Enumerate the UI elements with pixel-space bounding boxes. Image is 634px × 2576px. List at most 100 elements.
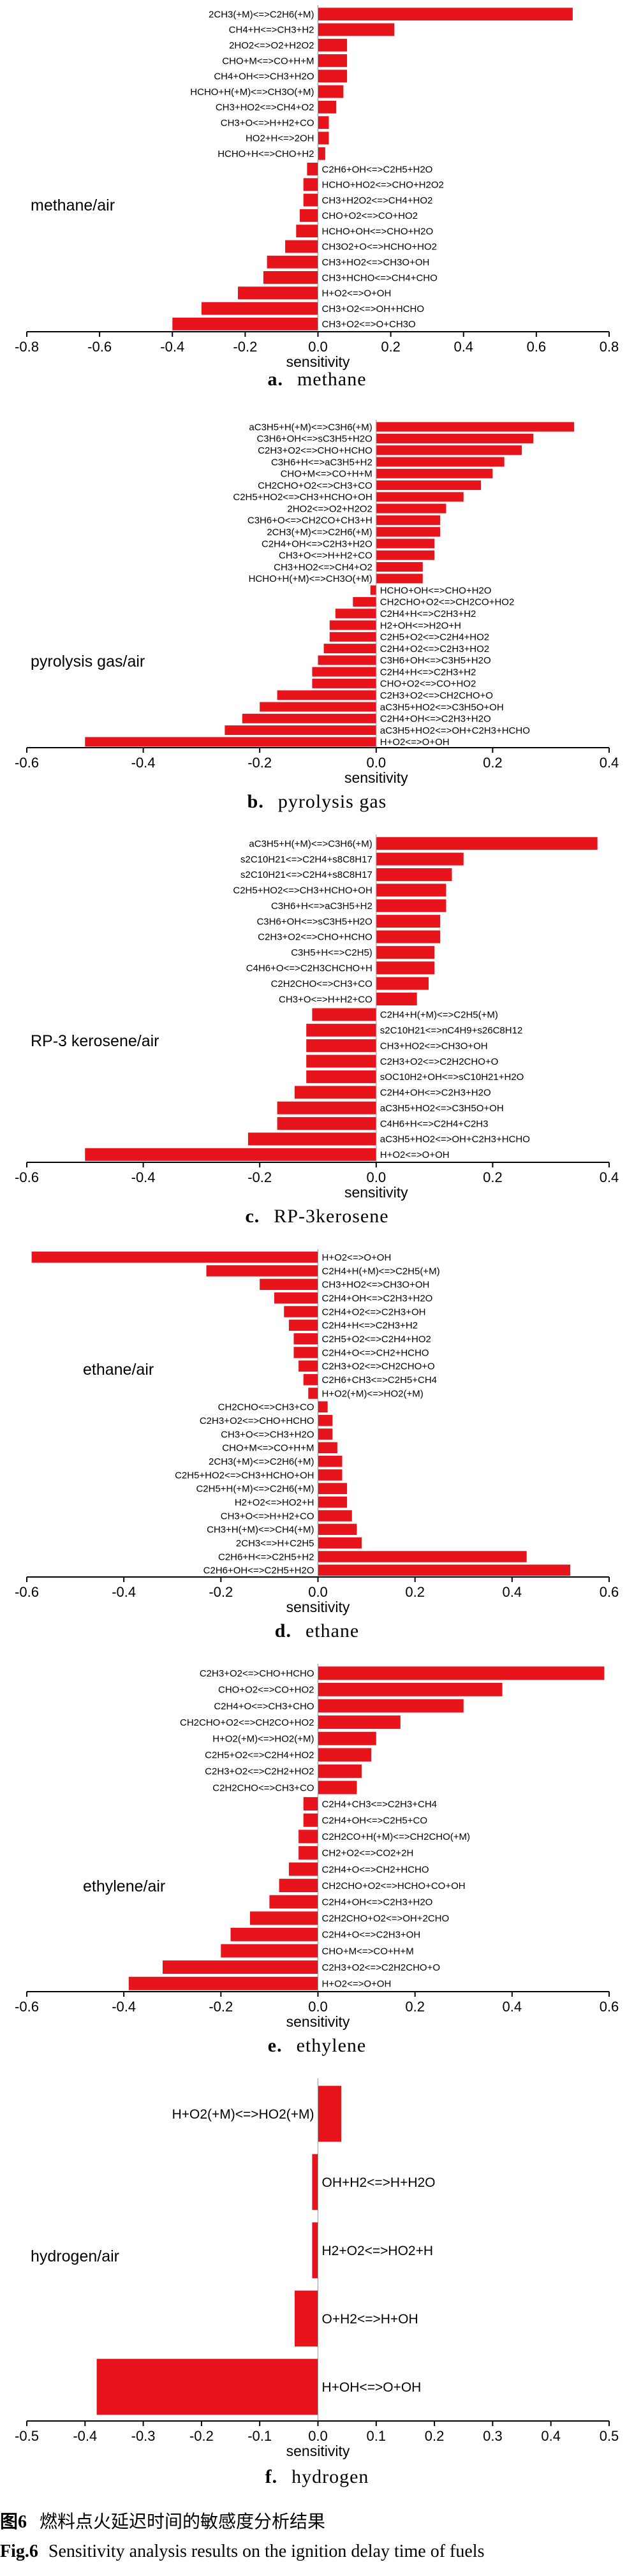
x-tick-label: 0.0 [367, 1169, 387, 1185]
reaction-label: C3H6+H<=>aC3H5+H2 [271, 901, 372, 912]
bar [312, 2154, 318, 2210]
reaction-label: aC3H5+HO2<=>C3H5O+OH [380, 702, 504, 713]
bar [318, 655, 376, 665]
x-axis-label: sensitivity [286, 353, 350, 370]
chart-pyrolysis-gas: aC3H5+H(+M)<=>C3H6(+M)C3H6+OH<=>sC3H5+H2… [15, 420, 619, 786]
reaction-label: H+O2(+M)<=>HO2(+M) [172, 2107, 314, 2122]
chart-methane: 2CH3(+M)<=>C2H6(+M) CH4+H<=>CH3+H2 2HO2<=>… [15, 5, 619, 370]
bar [128, 1976, 318, 1990]
bar [318, 1442, 337, 1454]
reaction-label: C2H6+CH3<=>C2H5+CH4 [322, 1375, 438, 1386]
reaction-label: C2H4+O<=>CH3+CHO [214, 1701, 314, 1712]
bar [295, 1086, 376, 1099]
reaction-label: 2CH3<=>H+C2H5 [236, 1538, 314, 1549]
bar [318, 116, 329, 130]
reaction-label: C2H4+OH<=>C2H3+H2O [322, 1293, 433, 1304]
reaction-label: C4H6+O<=>C2H3CHCHO+H [246, 963, 372, 974]
reaction-label: C2H4+H<=>C2H3+H2 [380, 609, 476, 619]
bar [329, 620, 376, 630]
panel-title-hydrogen: f. hydrogen [0, 2466, 634, 2488]
bar [376, 884, 446, 897]
caption-en-label: Fig.6 [0, 2542, 38, 2561]
reaction-label: C2H2CHO<=>CH3+CO [271, 979, 372, 989]
bar [300, 209, 318, 222]
reaction-label: CHO+M<=>CO+H+M [281, 469, 372, 480]
reaction-label: H+O2<=>O+OH [322, 1252, 392, 1263]
bar [376, 422, 575, 432]
reaction-label: C2H2CHO<=>CH3+CO [212, 1782, 314, 1793]
caption-en-text: Sensitivity analysis results on the igni… [48, 2542, 485, 2561]
x-tick-label: 0.2 [483, 1169, 503, 1185]
bar [206, 1265, 318, 1277]
panel-title-ethane: d. ethane [0, 1620, 634, 1642]
bar [318, 8, 573, 21]
bar [318, 1455, 343, 1467]
reaction-label: C2H3+O2<=>CH2CHO+O [380, 690, 493, 701]
panel-label: b. [247, 791, 264, 812]
bar [376, 562, 423, 572]
bar [323, 644, 376, 654]
reaction-label: C2H4+H<=>C2H3+H2 [322, 1321, 418, 1331]
reaction-label: aC3H5+H(+M)<=>C3H6(+M) [249, 838, 372, 849]
reaction-label: C2H5+O2<=>C2H4+HO2 [380, 632, 489, 643]
bar [260, 1278, 318, 1291]
bar [376, 468, 493, 478]
panel-label: a. [267, 369, 283, 390]
x-tick-label: -0.2 [209, 1999, 233, 2015]
panel-name: RP-3kerosene [274, 1206, 389, 1227]
reaction-label: C2H3+O2<=>CHO+HCHO [258, 445, 372, 456]
reaction-label: C2H3+O2<=>C2H2CHO+O [322, 1962, 441, 1973]
x-tick-label: 0.6 [600, 1584, 619, 1600]
x-tick-label: 0.4 [600, 1169, 619, 1185]
reaction-label: s2C10H21<=>C2H4+s8C8H17 [240, 854, 372, 865]
reaction-label: HCHO+OH<=>CHO+H2O [322, 226, 434, 237]
chart-panel-rp3-kerosene: aC3H5+H(+M)<=>C3H6(+M) s2C10H21<=>C2H4+s8… [0, 829, 634, 1244]
bar [307, 163, 318, 175]
chart-hydrogen: H+O2(+M)<=>HO2(+M) OH+H2<=>H+H2O H2+O2<=>H… [15, 2078, 619, 2459]
reaction-label: HCHO+OH<=>CHO+H2O [380, 585, 492, 596]
reaction-label: CH3+HO2<=>CH3O+OH [322, 257, 430, 268]
bar [225, 725, 376, 736]
panel-title-ethylene: e. ethylene [0, 2035, 634, 2057]
x-tick-label: -0.4 [73, 2428, 97, 2444]
reaction-label: C2H3+O2<=>C2H2CHO+O [380, 1056, 499, 1067]
x-tick-label: -0.1 [247, 2428, 272, 2444]
bar [318, 23, 395, 36]
reaction-label: H2+O2<=>HO2+H [322, 2244, 434, 2258]
bar [318, 38, 348, 52]
bar [293, 1347, 318, 1358]
reaction-label: C2H5+HO2<=>CH3+HCHO+OH [233, 492, 372, 503]
bar [376, 433, 534, 443]
figure-caption: 图6 燃料点火延迟时间的敏感度分析结果 Fig.6 Sensitivity anal… [0, 2511, 634, 2563]
x-axis-label: sensitivity [344, 1184, 408, 1201]
bar [318, 1551, 527, 1562]
bar [376, 945, 435, 959]
reaction-label: H+OH<=>O+OH [322, 2380, 422, 2395]
bar [318, 1428, 333, 1440]
reaction-label: H+O2(+M)<=>HO2(+M) [322, 1388, 424, 1399]
bar [318, 131, 329, 145]
reaction-label: C2H3+O2<=>CHO+HCHO [258, 932, 372, 943]
x-tick-label: -0.8 [15, 339, 39, 355]
reaction-label: HCHO+HO2<=>CHO+H2O2 [322, 180, 444, 191]
panel-title-methane: a. methane [0, 369, 634, 390]
x-tick-label: -0.6 [15, 1169, 39, 1185]
reaction-label: CH2CHO+O2<=>CH3+CO [258, 480, 372, 491]
chart-ethane: H+O2<=>O+OH C2H4+H(+M)<=>C2H5(+M) CH3+HO2<… [15, 1249, 619, 1615]
panel-label: e. [267, 2035, 283, 2056]
reaction-label: CH3+HO2<=>CH4+O2 [216, 102, 314, 113]
panel-label: f. [265, 2466, 278, 2487]
x-tick-label: 0.0 [308, 339, 328, 355]
bar [230, 1927, 318, 1941]
panel-title-rp3-kerosene: c. RP-3kerosene [0, 1206, 634, 1227]
bar [318, 1731, 376, 1745]
x-tick-label: -0.4 [131, 755, 156, 771]
reaction-label: CH3+H2O2<=>CH4+HO2 [322, 195, 433, 206]
reaction-label: CH3+O2<=>O+CH3O [322, 319, 416, 330]
bar [318, 54, 348, 67]
chart-panel-ethane: H+O2<=>O+OH C2H4+H(+M)<=>C2H5(+M) CH3+HO2<… [0, 1244, 634, 1659]
reaction-label: CH3+O<=>H+H2+CO [279, 994, 372, 1005]
reaction-label: CH2CHO+O2<=>CH2CO+HO2 [380, 597, 515, 608]
bar [318, 1483, 348, 1495]
legend-label: RP-3 kerosene/air [31, 1032, 159, 1050]
